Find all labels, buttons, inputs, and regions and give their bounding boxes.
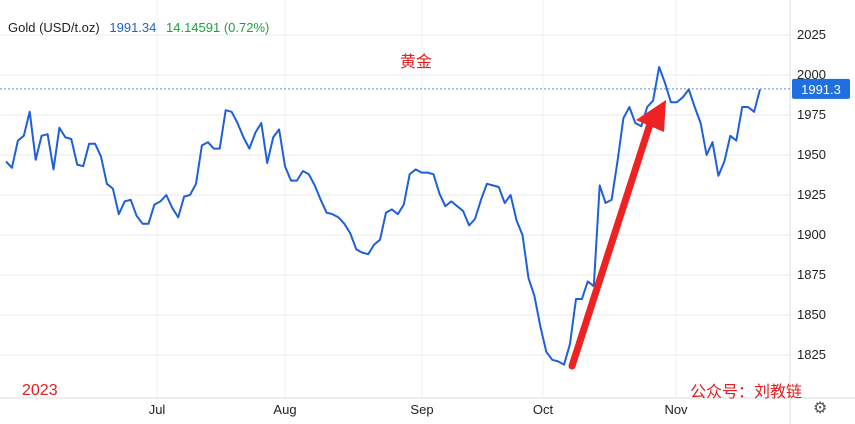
instrument-name: Gold (USD/t.oz) <box>8 20 100 35</box>
y-tick-label: 2025 <box>797 27 826 42</box>
last-value-tag <box>792 78 850 99</box>
x-tick-label: Nov <box>664 402 688 417</box>
settings-gear-icon[interactable]: ⚙ <box>813 400 828 417</box>
y-tick-label: 1900 <box>797 227 826 242</box>
annotation-arrow-head <box>636 100 666 132</box>
x-tick-label: Oct <box>533 402 554 417</box>
y-tick-label: 2000 <box>797 67 826 82</box>
y-tick-label: 1975 <box>797 107 826 122</box>
year-label: 2023 <box>22 382 58 399</box>
y-tick-label: 1850 <box>797 307 826 322</box>
watermark-text: 公众号：刘教链 <box>690 384 803 401</box>
y-tick-label: 1950 <box>797 147 826 162</box>
y-tick-label: 1925 <box>797 187 826 202</box>
last-value-tag-label: 1991.3 <box>801 82 841 97</box>
x-tick-label: Aug <box>273 402 296 417</box>
chart-title-cn: 黄金 <box>400 54 433 71</box>
y-tick-label: 1875 <box>797 267 826 282</box>
series-line-gold <box>5 66 761 366</box>
x-tick-label: Sep <box>410 402 433 417</box>
current-price: 1991.34 <box>109 20 157 35</box>
chart-header: Gold (USD/t.oz) 1991.34 14.14591 (0.72%) <box>8 20 275 35</box>
x-tick-label: Jul <box>149 402 166 417</box>
y-tick-label: 1825 <box>797 347 826 362</box>
annotation-arrow-shaft <box>568 120 654 370</box>
price-change: 14.14591 (0.72%) <box>166 20 270 35</box>
